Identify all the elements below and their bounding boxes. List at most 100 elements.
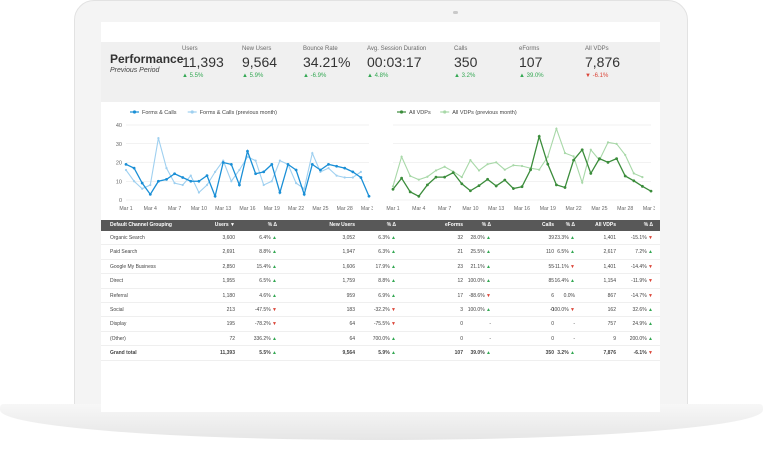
data-point [598, 157, 601, 161]
table-cell: 17 [457, 292, 463, 299]
table-row: Google My Business 2,850 15.4% ▲ 1,606 17.9%… [101, 260, 660, 275]
x-tick-label: Mar 22 [288, 206, 304, 212]
data-point [409, 174, 412, 178]
arrow-up-icon: ▲ [389, 350, 396, 357]
arrow-up-icon: ▲ [389, 292, 396, 299]
column-header[interactable]: % Δ [565, 222, 575, 228]
table-cell: 21 [457, 249, 463, 256]
table-cell: 1,154 [603, 278, 616, 285]
data-point [197, 191, 200, 194]
y-tick-label: 40 [116, 123, 122, 129]
data-point [546, 162, 550, 166]
column-header[interactable]: % Δ [481, 222, 491, 228]
data-point [367, 194, 371, 198]
table-cell: 0 [551, 321, 554, 328]
table-cell: -47.5% ▼ [254, 306, 277, 313]
table-cell: 1,947 [342, 249, 355, 256]
data-point [563, 186, 567, 189]
x-tick-label: Mar 1 [119, 206, 132, 212]
table-cell: 12 [457, 278, 463, 285]
data-point [351, 170, 355, 174]
data-point [529, 168, 532, 172]
arrow-up-icon: ▲ [270, 278, 277, 285]
arrow-up-icon: ▲ [270, 292, 277, 299]
column-header[interactable]: % Δ [386, 222, 396, 228]
table-cell: 162 [607, 306, 616, 313]
page-subtitle: Previous Period [110, 67, 160, 74]
page-title: Performance [110, 52, 184, 66]
x-tick-label: Mar 1 [386, 206, 399, 212]
table-cell: 64 [349, 321, 355, 328]
table-cell: 195 [226, 321, 235, 328]
legend-label: All VDPs (previous month) [452, 110, 517, 116]
table-cell: 350 [545, 350, 554, 357]
column-header[interactable]: % Δ [643, 222, 653, 228]
kpi-avg-session-duration: Avg. Session Duration 00:03:17 ▲ 4.8% [367, 46, 426, 79]
x-tick-label: Mar 10 [462, 206, 478, 212]
data-point [391, 185, 395, 188]
x-tick-label: Mar 4 [412, 206, 425, 212]
data-point [270, 180, 273, 183]
x-tick-label: Mar 31 [643, 206, 655, 212]
data-point [327, 162, 330, 166]
x-tick-label: Mar 25 [312, 206, 328, 212]
data-point [572, 158, 575, 162]
x-tick-label: Mar 7 [168, 206, 181, 212]
column-header[interactable]: Default Channel Grouping [110, 222, 172, 228]
table-cell: 23 [457, 263, 463, 270]
data-point [238, 183, 241, 187]
kpi-eforms: eForms 107 ▲ 39.0% [519, 46, 544, 79]
table-cell: 5.9% ▲ [378, 350, 396, 357]
arrow-down-icon: ▼ [270, 306, 277, 313]
column-header[interactable]: Calls [542, 222, 554, 228]
data-point [486, 177, 489, 181]
table-cell: 757 [607, 321, 616, 328]
column-header[interactable]: Users ▼ [214, 222, 235, 228]
data-point [408, 190, 412, 194]
table-header-row[interactable]: Default Channel Grouping Users ▼ % Δ New Us… [101, 220, 660, 231]
y-tick-label: 30 [116, 142, 122, 148]
kpi-calls: Calls 350 ▲ 3.2% [454, 46, 477, 79]
x-tick-label: Mar 31 [361, 206, 373, 212]
data-point [133, 180, 136, 183]
arrow-up-icon: ▲ [484, 306, 491, 313]
data-point [359, 170, 362, 173]
data-point [205, 183, 209, 187]
column-header[interactable]: All VDPs [595, 222, 616, 228]
kpi-value: 107 [519, 54, 543, 70]
data-point [149, 183, 152, 187]
data-point [520, 185, 524, 189]
column-header[interactable]: eForms [444, 222, 463, 228]
data-point [546, 155, 549, 158]
table-cell: -75.5% ▼ [373, 321, 396, 328]
table-cell: 100.0% ▲ [467, 278, 491, 285]
table-cell: 3,600 [222, 235, 235, 241]
data-point [623, 174, 627, 178]
table-cell: -78.2% ▼ [254, 321, 277, 328]
table-cell: 6.3% ▲ [378, 249, 396, 256]
data-point [477, 184, 481, 187]
data-point [538, 168, 541, 171]
column-header[interactable]: % Δ [267, 222, 277, 228]
legend-marker [190, 110, 194, 114]
camera-icon [453, 11, 458, 14]
data-point [460, 175, 463, 179]
table-cell: 0.0% [563, 292, 575, 299]
data-point [615, 142, 618, 145]
column-header[interactable]: New Users [329, 222, 355, 228]
data-point [503, 168, 506, 171]
data-point [229, 162, 233, 166]
arrow-up-icon: ▲ [484, 278, 491, 285]
table-cell: 100.0% ▲ [467, 306, 491, 313]
data-point [494, 184, 498, 188]
table-cell: 2,617 [603, 249, 616, 256]
data-point [624, 153, 627, 157]
table-cell: -32.2% ▼ [373, 306, 396, 313]
kpi-label: All VDPs [585, 46, 609, 52]
data-point [165, 167, 168, 170]
data-point [589, 148, 592, 151]
table-cell: Referral [110, 292, 128, 299]
data-point [270, 162, 274, 166]
arrow-up-icon: ▲ [270, 335, 277, 342]
x-tick-label: Mar 7 [438, 206, 451, 212]
